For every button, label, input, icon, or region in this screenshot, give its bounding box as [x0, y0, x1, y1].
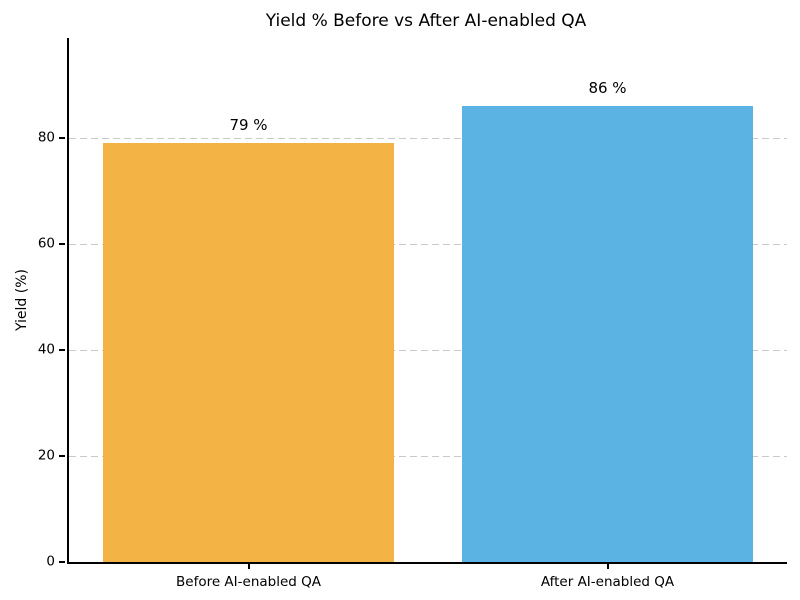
x-tick-label: Before AI-enabled QA — [176, 574, 321, 590]
y-tick-label: 60 — [37, 235, 55, 252]
y-tick-mark — [59, 455, 65, 458]
y-axis-label: Yield (%) — [14, 268, 30, 332]
y-tick-label: 20 — [37, 447, 55, 464]
gridline — [69, 349, 787, 351]
bar-value-label: 86 % — [588, 79, 627, 98]
x-tick-mark — [247, 564, 250, 569]
plot-area: 0 20 40 60 80 79 % Before AI-enabled QA 86 % Aft… — [38, 38, 787, 590]
bar-after — [462, 106, 753, 562]
y-tick-mark — [59, 243, 65, 246]
bar-value-label: 79 % — [229, 116, 268, 135]
y-tick-label: 80 — [37, 129, 55, 146]
gridline — [69, 455, 787, 457]
x-tick-label: After AI-enabled QA — [540, 574, 675, 590]
bar-before — [103, 143, 394, 562]
x-tick-mark — [606, 564, 609, 569]
y-tick-label: 0 — [46, 553, 55, 570]
y-tick-mark — [59, 349, 65, 352]
chart-title: Yield % Before vs After AI-enabled QA — [265, 11, 587, 31]
gridline — [69, 137, 787, 139]
y-tick-mark — [59, 561, 65, 563]
y-tick-label: 40 — [37, 341, 55, 358]
y-tick-mark — [59, 137, 65, 140]
gridline — [69, 243, 787, 245]
